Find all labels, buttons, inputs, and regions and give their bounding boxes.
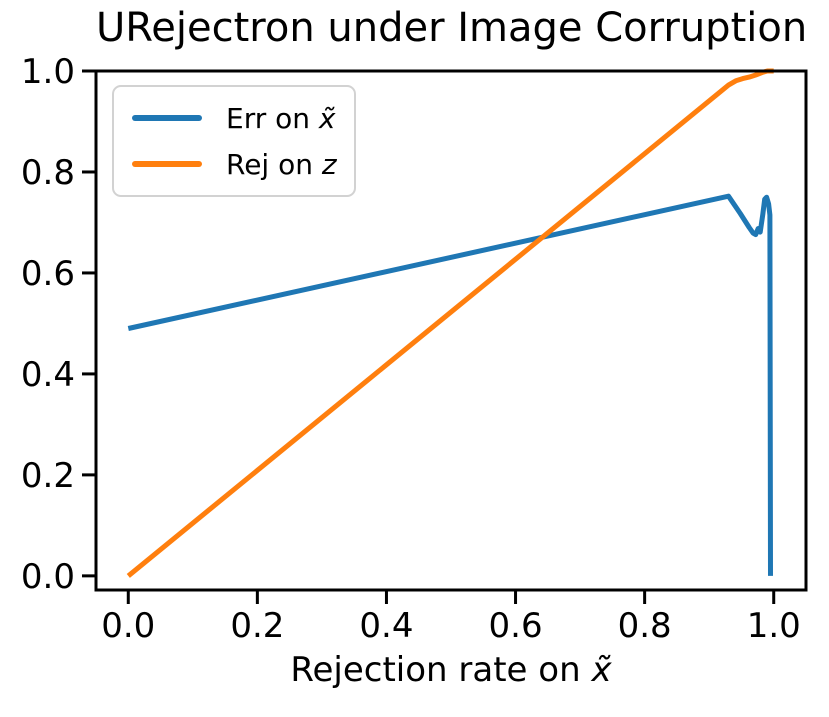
y-tick-label: 0.8 bbox=[21, 153, 75, 193]
legend-label-err-text: Err on bbox=[226, 101, 319, 135]
y-tick-label: 0.0 bbox=[21, 557, 75, 597]
legend-item-err: Err on x̃ bbox=[132, 95, 336, 141]
legend-line-swatch-rej bbox=[132, 161, 202, 167]
legend-label-rej: Rej on z bbox=[226, 148, 337, 181]
legend-line-swatch-err bbox=[132, 115, 202, 121]
y-tick-label: 0.4 bbox=[21, 355, 75, 395]
x-tick-label: 1.0 bbox=[747, 606, 801, 646]
plot-frame bbox=[94, 69, 808, 592]
legend-item-rej: Rej on z bbox=[132, 141, 337, 187]
x-tick-label: 0.2 bbox=[230, 606, 284, 646]
x-axis-label-var: x̃ bbox=[591, 650, 612, 690]
x-axis-label: Rejection rate on x̃ bbox=[96, 650, 806, 690]
y-tick-label: 1.0 bbox=[21, 52, 75, 92]
x-tick-label: 0.4 bbox=[359, 606, 413, 646]
legend-box: Err on x̃ Rej on z bbox=[112, 85, 356, 197]
x-axis-label-text: Rejection rate on bbox=[290, 650, 592, 690]
legend-label-rej-var: z bbox=[321, 147, 337, 181]
legend-label-rej-text: Rej on bbox=[226, 147, 322, 181]
y-tick-label: 0.6 bbox=[21, 254, 75, 294]
legend-label-err-var: x̃ bbox=[318, 101, 336, 135]
chart-title: URejectron under Image Corruption bbox=[96, 5, 808, 51]
y-tick-label: 0.2 bbox=[21, 456, 75, 496]
x-tick-label: 0.0 bbox=[101, 606, 155, 646]
x-tick-label: 0.6 bbox=[489, 606, 543, 646]
legend-label-err: Err on x̃ bbox=[226, 102, 335, 135]
x-tick-label: 0.8 bbox=[618, 606, 672, 646]
series-line-0 bbox=[127, 193, 773, 576]
